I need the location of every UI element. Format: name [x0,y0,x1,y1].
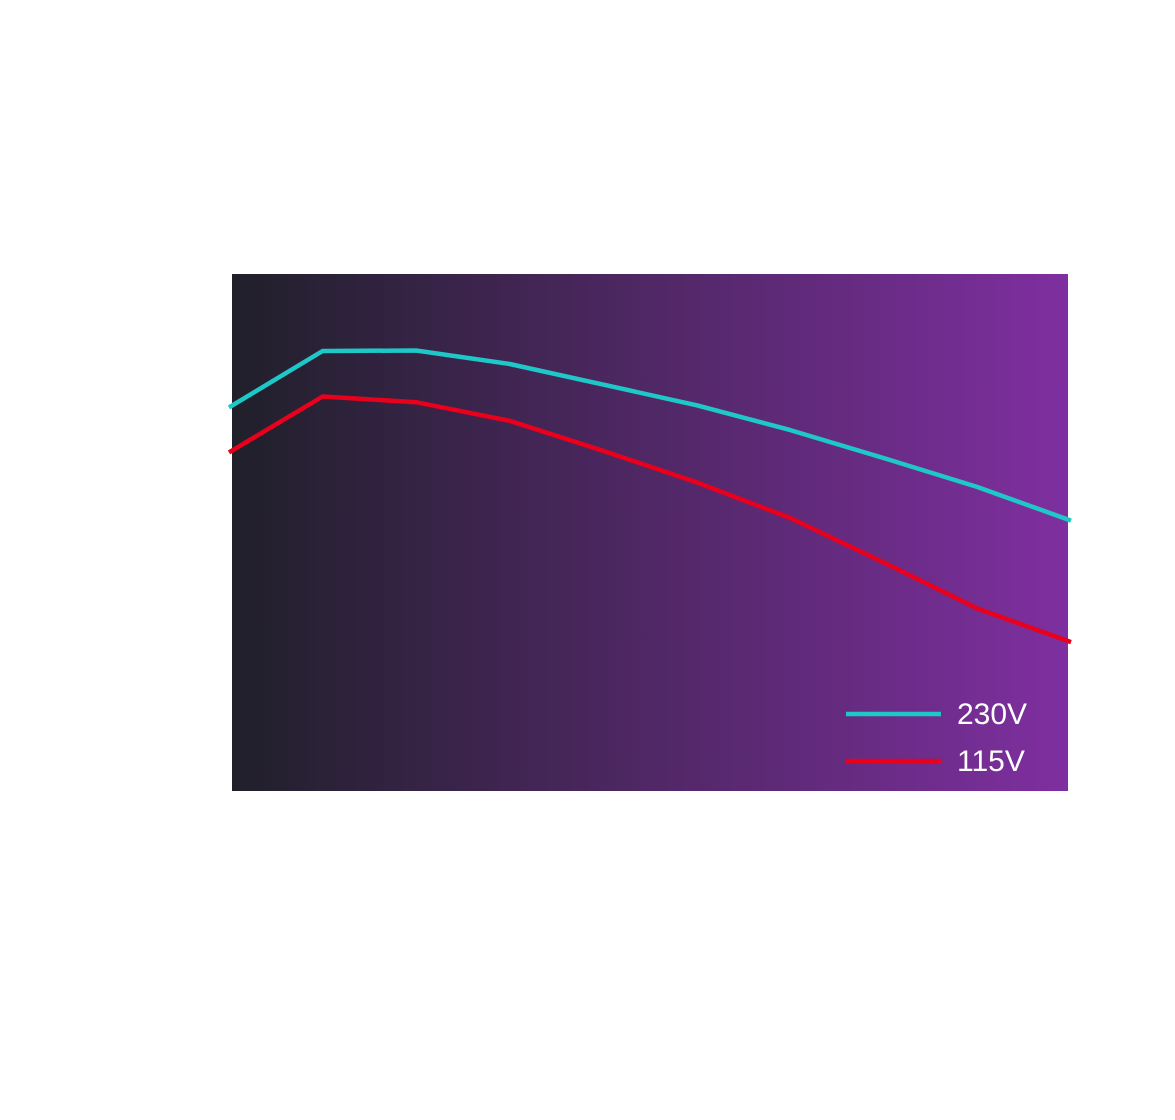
legend-label: 115V [957,745,1025,778]
legend-item: 230V [846,698,1027,731]
series-layer [227,348,1072,645]
legend: 230V 115V [846,698,1027,778]
series-115v [227,394,1072,645]
series-line [227,394,1072,645]
legend-item: 115V [846,745,1025,778]
plot-area [232,274,1068,791]
series-line [227,348,1072,523]
legend-label: 230V [957,698,1027,731]
series-230v [227,348,1072,523]
